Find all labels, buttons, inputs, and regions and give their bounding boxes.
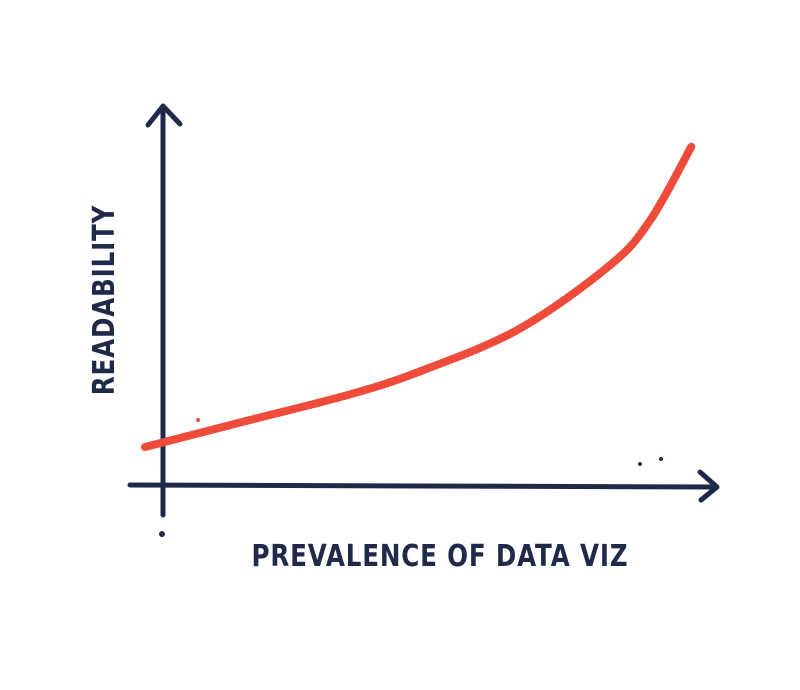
dot — [638, 462, 642, 466]
x-axis — [127, 482, 719, 490]
axes — [127, 103, 720, 518]
dot — [159, 531, 165, 537]
dot — [196, 418, 200, 422]
line — [141, 142, 696, 451]
x-axis-arrow — [697, 469, 720, 503]
dot — [659, 457, 663, 461]
y-axis-arrow — [145, 103, 183, 128]
y-axis-label: READABILITY — [88, 205, 122, 396]
x-axis-label: PREVALENCE OF DATA VIZ — [252, 540, 629, 574]
